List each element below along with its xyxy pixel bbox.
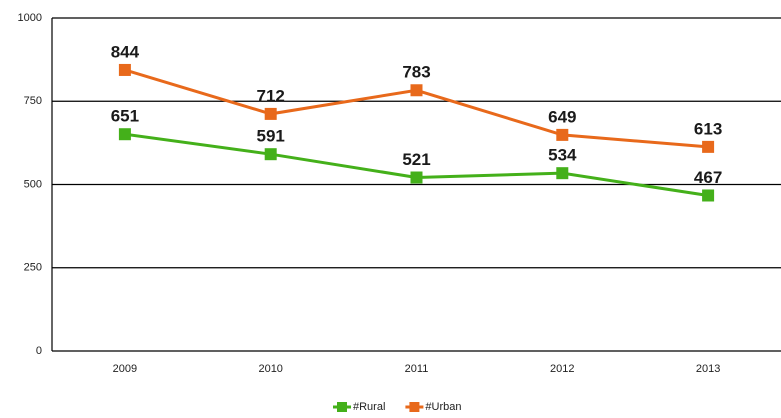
point — [118, 128, 131, 141]
value-label: 467 — [694, 168, 722, 187]
value-label: 649 — [548, 107, 576, 126]
legend-marker — [337, 402, 347, 412]
value-label: 651 — [111, 107, 139, 126]
point — [264, 148, 277, 161]
point — [556, 167, 569, 180]
x-tick-label: 2013 — [696, 363, 720, 375]
legend-marker — [409, 402, 420, 412]
y-tick-label: 500 — [24, 178, 42, 190]
x-tick-label: 2012 — [550, 363, 574, 375]
x-tick-label: 2009 — [113, 363, 137, 375]
point — [264, 107, 277, 120]
value-label: 844 — [111, 42, 140, 61]
legend-label: #Urban — [425, 401, 461, 413]
y-tick-label: 750 — [24, 95, 42, 107]
value-label: 712 — [257, 86, 285, 105]
point — [702, 140, 715, 153]
value-label: 521 — [402, 150, 430, 169]
x-tick-label: 2011 — [405, 363, 429, 375]
value-label: 783 — [402, 63, 430, 82]
point — [410, 84, 423, 97]
point — [702, 189, 715, 202]
legend-label: #Rural — [353, 401, 385, 413]
value-label: 613 — [694, 119, 722, 138]
y-tick-label: 1000 — [18, 12, 42, 24]
point — [410, 171, 423, 184]
value-label: 534 — [548, 146, 577, 165]
x-tick-label: 2010 — [258, 363, 282, 375]
point — [556, 128, 569, 141]
y-tick-label: 250 — [24, 262, 42, 274]
point — [118, 63, 131, 76]
value-label: 591 — [257, 127, 285, 146]
y-tick-label: 0 — [36, 345, 42, 357]
